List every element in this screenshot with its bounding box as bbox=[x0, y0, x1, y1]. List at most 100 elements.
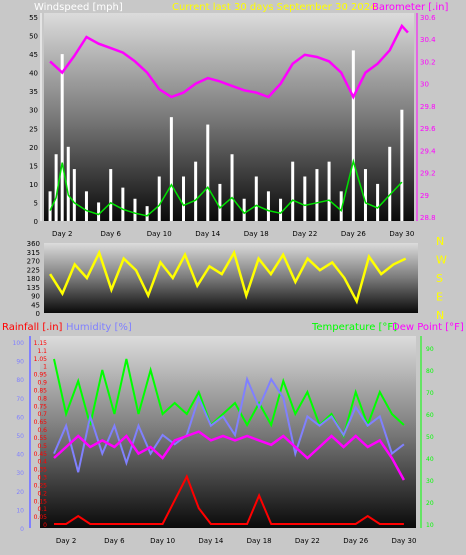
humidity-y-tick: 70 bbox=[16, 396, 24, 403]
wind-average-line bbox=[49, 158, 403, 217]
humidity-y-tick: 50 bbox=[16, 433, 24, 440]
humidity-y-tick: 10 bbox=[16, 507, 24, 514]
wind-bar bbox=[254, 176, 258, 221]
baro-y-tick: 29.2 bbox=[420, 170, 436, 178]
dir-compass-tick: N bbox=[436, 309, 444, 322]
humidity-y-tick: 0 bbox=[20, 526, 24, 533]
wind-bar bbox=[72, 169, 76, 221]
temp-y-tick: 50 bbox=[426, 434, 434, 441]
wind-bar bbox=[109, 169, 113, 221]
temp-x-tick: Day 6 bbox=[104, 537, 125, 545]
temp-x-tick: Day 2 bbox=[56, 537, 77, 545]
dir-y-tick: 90 bbox=[31, 293, 40, 301]
rain-y-tick: 0.35 bbox=[34, 467, 48, 474]
wind-x-tick: Day 30 bbox=[389, 230, 414, 238]
wind-bar bbox=[351, 50, 355, 221]
temp-y-tick: 90 bbox=[426, 346, 434, 353]
wind-y-tick: 45 bbox=[29, 51, 38, 59]
baro-y-tick: 28.8 bbox=[420, 214, 436, 222]
humidity-axis-title: Humidity [%] bbox=[66, 322, 132, 333]
wind-bar bbox=[182, 176, 186, 221]
temp-y-tick: 10 bbox=[426, 522, 434, 529]
temp-y-tick: 70 bbox=[426, 390, 434, 397]
wind-y-tick: 55 bbox=[29, 14, 38, 22]
wind-direction-line bbox=[49, 249, 407, 305]
wind-y-tick: 35 bbox=[29, 88, 38, 96]
wind-bar bbox=[121, 187, 125, 221]
wind-y-tick: 5 bbox=[34, 199, 38, 207]
wind-bar bbox=[230, 154, 234, 221]
temp-x-tick: Day 30 bbox=[391, 537, 416, 545]
temp-x-tick: Day 22 bbox=[295, 537, 320, 545]
dir-compass-tick: S bbox=[436, 272, 443, 285]
humidity-line bbox=[53, 375, 405, 473]
humidity-y-tick: 100 bbox=[13, 340, 25, 347]
humidity-y-tick: 80 bbox=[16, 377, 24, 384]
wind-bar bbox=[339, 191, 343, 221]
humidity-y-tick: 40 bbox=[16, 452, 24, 459]
wind-bar bbox=[145, 206, 149, 221]
temp-x-tick: Day 14 bbox=[198, 537, 224, 545]
rain-y-tick: 0.45 bbox=[34, 451, 48, 458]
dir-y-tick: 270 bbox=[27, 258, 40, 266]
dir-y-tick: 45 bbox=[31, 301, 40, 309]
baro-y-tick: 29.6 bbox=[420, 125, 436, 133]
rain-y-tick: 0.05 bbox=[34, 514, 48, 521]
rain-y-tick: 0.5 bbox=[37, 443, 47, 450]
humidity-y-tick: 60 bbox=[16, 414, 24, 421]
wind-x-tick: Day 10 bbox=[147, 230, 172, 238]
dir-compass-tick: N bbox=[436, 235, 444, 248]
rain-y-tick: 1 bbox=[43, 364, 47, 371]
barometer-line bbox=[49, 23, 409, 100]
wind-bar bbox=[363, 169, 367, 221]
temp-y-tick: 80 bbox=[426, 368, 434, 375]
rain-y-tick: 0.4 bbox=[37, 459, 47, 466]
humidity-y-tick: 20 bbox=[16, 489, 24, 496]
rain-y-tick: 0 bbox=[43, 522, 47, 529]
baro-y-tick: 29.8 bbox=[420, 103, 436, 111]
wind-bar bbox=[206, 124, 210, 221]
wind-bar bbox=[169, 117, 173, 221]
wind-bar bbox=[315, 169, 319, 221]
wind-bar bbox=[303, 176, 307, 221]
wind-x-tick: Day 6 bbox=[100, 230, 121, 238]
temp-axis-title: Temperature [°F] bbox=[311, 322, 397, 333]
rain-y-tick: 0.15 bbox=[34, 498, 48, 505]
rain-y-tick: 0.6 bbox=[37, 427, 47, 434]
wind-bar bbox=[279, 198, 283, 221]
wind-bar bbox=[133, 198, 137, 221]
wind-bar bbox=[84, 191, 88, 221]
rain-y-tick: 1.05 bbox=[34, 356, 48, 363]
dir-y-tick: 0 bbox=[36, 310, 40, 318]
rain-y-tick: 0.75 bbox=[34, 403, 48, 410]
chart-marks-layer: 051015202530354045505528.82929.229.429.6… bbox=[13, 13, 447, 545]
wind-x-tick: Day 14 bbox=[195, 230, 221, 238]
wind-bar bbox=[157, 176, 161, 221]
baro-y-tick: 30.6 bbox=[420, 14, 436, 22]
wind-x-tick: Day 22 bbox=[292, 230, 317, 238]
wind-y-tick: 10 bbox=[29, 181, 38, 189]
wind-y-tick: 20 bbox=[29, 144, 38, 152]
wind-bar bbox=[194, 161, 198, 221]
rainfall-line bbox=[54, 474, 404, 525]
temp-y-tick: 20 bbox=[426, 500, 434, 507]
temp-panel bbox=[40, 336, 416, 528]
wind-bar bbox=[266, 191, 270, 221]
dew-axis-title: Dew Point [°F] bbox=[392, 322, 464, 333]
wind-x-tick: Day 18 bbox=[244, 230, 269, 238]
wind-bar bbox=[48, 191, 52, 221]
wind-x-tick: Day 26 bbox=[341, 230, 367, 238]
wind-axis-title: Windspeed [mph] bbox=[34, 2, 123, 13]
baro-y-tick: 30.4 bbox=[420, 36, 436, 44]
wind-bar bbox=[218, 183, 222, 221]
wind-y-tick: 0 bbox=[34, 218, 38, 226]
dir-y-tick: 180 bbox=[27, 275, 40, 283]
dew-point-line bbox=[53, 430, 405, 481]
temp-x-tick: Day 26 bbox=[343, 537, 369, 545]
temp-x-tick: Day 18 bbox=[247, 537, 272, 545]
baro-y-tick: 30.2 bbox=[420, 58, 436, 66]
wind-bar bbox=[291, 161, 295, 221]
rain-y-tick: 0.95 bbox=[34, 372, 48, 379]
temp-y-tick: 30 bbox=[426, 478, 434, 485]
